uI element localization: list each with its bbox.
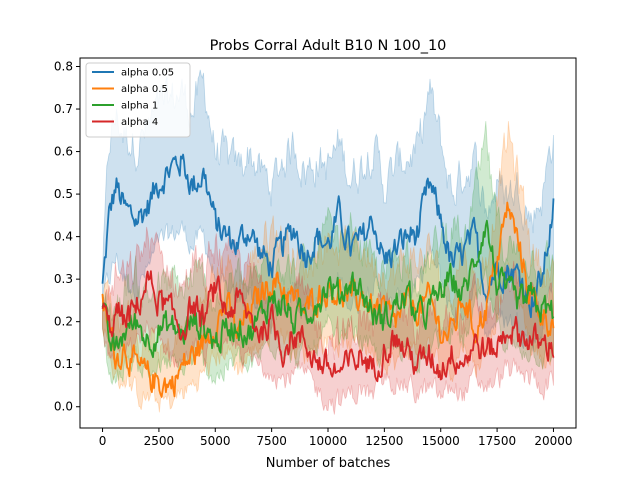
y-tick-label: 0.4 [54,230,73,244]
band-alpha-4 [102,226,554,415]
x-tick-label: 20000 [534,434,572,448]
y-axis-ticks: 0.0 0.1 0.2 0.3 0.4 0.5 0.6 0.7 0.8 [54,60,80,414]
legend-label-alpha-1: alpha 1 [121,101,158,112]
y-tick-label: 0.2 [54,315,73,329]
legend-box [85,62,191,138]
series-line-alpha-1 [101,219,555,359]
legend: alpha 0.05 alpha 0.5 alpha 1 alpha 4 [85,62,191,138]
x-tick-label: 12500 [365,434,403,448]
y-tick-label: 0.5 [54,187,73,201]
x-axis-ticks: 0 2500 5000 7500 10000 12500 15000 17500 20000 [99,428,573,448]
legend-label-alpha-0-5: alpha 0.5 [121,84,168,95]
band-alpha-1 [102,121,554,386]
x-axis-label: Number of batches [266,456,391,471]
y-tick-label: 0.3 [54,272,73,286]
y-tick-label: 0.1 [54,357,73,371]
x-tick-label: 5000 [200,434,231,448]
x-tick-label: 0 [99,434,107,448]
y-tick-label: 0.0 [54,400,73,414]
chart-title: Probs Corral Adult B10 N 100_10 [210,38,447,54]
legend-label-alpha-0-05: alpha 0.05 [121,68,174,79]
series-line-alpha-4 [101,270,555,383]
legend-label-alpha-4: alpha 4 [121,117,158,128]
y-tick-label: 0.7 [54,102,73,116]
x-tick-label: 2500 [144,434,175,448]
band-alpha-0-05 [102,69,554,352]
x-tick-label: 10000 [309,434,347,448]
x-tick-label: 17500 [478,434,516,448]
series-lines [101,153,555,398]
y-tick-label: 0.8 [54,60,73,74]
x-tick-label: 7500 [256,434,287,448]
y-tick-label: 0.6 [54,145,73,159]
x-tick-label: 15000 [422,434,460,448]
